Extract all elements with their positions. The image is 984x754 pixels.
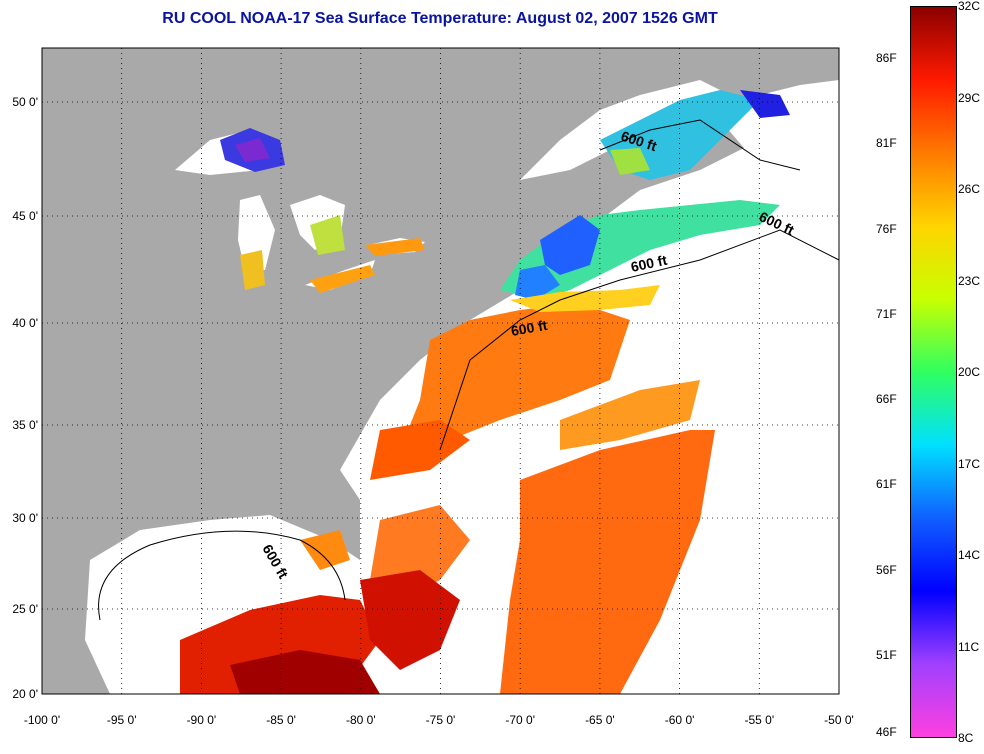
colorbar-fahrenheit-label: 86F [876,51,897,65]
longitude-tick-label: -100 0' [24,713,60,727]
temperature-colorbar [910,6,957,738]
colorbar-celsius-label: 14C [958,548,981,562]
latitude-tick-label: 25 0' [12,602,38,616]
latitude-tick-label: 45 0' [12,209,38,223]
latitude-tick-label: 30 0' [12,511,38,525]
colorbar-celsius-label: 20C [958,365,981,379]
colorbar-fahrenheit-label: 71F [876,306,897,321]
depth-contour-600ft [98,119,840,621]
longitude-tick-label: -90 0' [187,713,217,727]
longitude-tick-label: -50 0' [824,713,854,727]
colorbar-fahrenheit-label: 76F [876,221,897,236]
longitude-tick-label: -80 0' [346,713,376,727]
colorbar-celsius-label: 17C [958,456,981,471]
longitude-tick-label: -95 0' [107,713,137,727]
longitude-tick-label: -75 0' [426,713,456,727]
latitude-tick-label: 20 0' [12,687,38,701]
longitude-labels: -100 0' -95 0' -90 0' -85 0' -80 0' -75 0' -70… [24,713,854,727]
contour-label: 600 ft [510,317,549,339]
contour-label: 600 ft [629,252,668,275]
latitude-tick-label: 40 0' [12,316,38,330]
colorbar-celsius-label: 8C [958,731,974,745]
latitude-tick-label: 35 0' [12,418,38,432]
colorbar-celsius-label: 32C [958,0,981,13]
map-title: RU COOL NOAA-17 Sea Surface Temperature:… [162,10,718,27]
colorbar-celsius-label: 11C [958,639,980,654]
colorbar-fahrenheit-label: 61F [876,477,897,492]
longitude-tick-label: -55 0' [744,713,774,727]
latitude-tick-label: 50 0' [12,95,38,109]
colorbar-celsius-label: 23C [958,273,981,288]
longitude-tick-label: -70 0' [505,713,535,727]
colorbar-fahrenheit-label: 56F [876,562,897,577]
longitude-tick-label: -85 0' [266,713,296,727]
latitude-labels: 50 0' 45 0' 40 0' 35 0' 30 0' 25 0' 20 0' [12,95,38,701]
colorbar-fahrenheit-label: 51F [876,647,897,662]
colorbar-fahrenheit-label: 81F [876,136,897,151]
longitude-tick-label: -60 0' [665,713,695,727]
longitude-tick-label: -65 0' [585,713,615,727]
map-frame [41,47,840,695]
colorbar-celsius-label: 29C [958,90,981,105]
colorbar-fahrenheit-label: 46F [876,725,897,739]
colorbar-celsius-label: 26C [958,182,981,196]
colorbar-fahrenheit-label: 66F [876,392,897,406]
